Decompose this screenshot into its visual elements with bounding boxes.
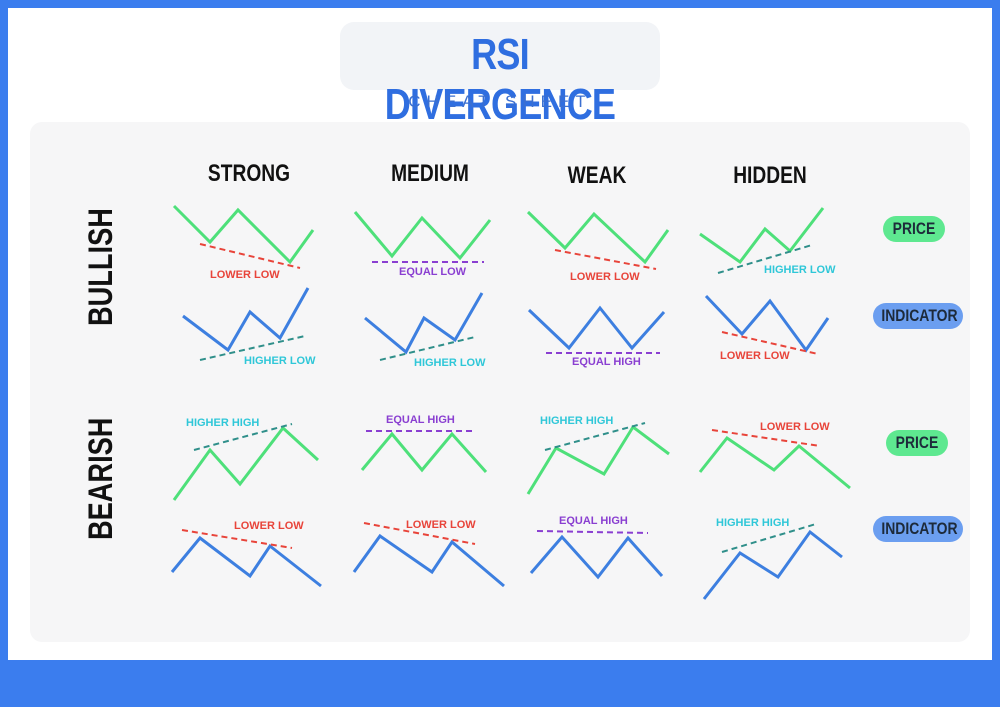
page-subtitle: CHEAT SHEET (408, 92, 592, 111)
label-bull-hidden-indicator: LOWER LOW (720, 350, 790, 362)
legend-indicator-bearish: INDICATOR (873, 516, 963, 542)
bear-hidden-price-dash (711, 429, 821, 447)
bull-strong-price-line (172, 204, 315, 265)
bear-strong-price-dash (193, 423, 293, 451)
label-bear-medium-price: EQUAL HIGH (386, 414, 455, 426)
bear-medium-price-line (360, 431, 488, 474)
bull-hidden-indicator-dash (721, 331, 819, 355)
bull-medium-indicator-dash (379, 336, 476, 361)
label-bull-medium-price: EQUAL LOW (399, 266, 467, 278)
bull-hidden-indicator-line (704, 294, 830, 353)
bull-weak-price-line (526, 210, 670, 265)
bear-weak-indicator-line (529, 534, 664, 580)
label-bear-weak-price: HIGHER HIGH (540, 415, 613, 427)
bull-medium-price-line (353, 211, 492, 261)
label-bear-strong-price: HIGHER HIGH (186, 417, 259, 429)
bear-weak-indicator-dash (536, 530, 649, 534)
bull-strong-indicator-dash (199, 335, 306, 361)
label-bear-weak-indicator: EQUAL HIGH (559, 515, 628, 527)
bear-weak-price-line (526, 424, 670, 495)
bear-hidden-indicator-line (702, 529, 843, 600)
label-bull-strong-price: LOWER LOW (210, 269, 280, 281)
bull-strong-indicator-line (182, 287, 310, 353)
page-title: RSI DIVERGENCE (384, 30, 616, 129)
bear-medium-indicator-line (352, 533, 505, 588)
legend-price-bearish: PRICE (886, 430, 948, 456)
label-bull-strong-indicator: HIGHER LOW (244, 355, 316, 367)
label-bear-hidden-indicator: HIGHER HIGH (716, 517, 789, 529)
column-header-weak: WEAK (567, 162, 627, 189)
column-header-hidden: HIDDEN (733, 162, 807, 189)
bear-strong-indicator-line (170, 535, 322, 588)
bear-hidden-price-line (698, 435, 851, 490)
legend-indicator-bullish: INDICATOR (873, 303, 963, 329)
label-bull-medium-indicator: HIGHER LOW (414, 357, 486, 369)
legend-price-bullish: PRICE (883, 216, 945, 242)
bear-hidden-indicator-dash (721, 523, 817, 553)
column-header-medium: MEDIUM (391, 160, 469, 187)
bull-strong-price-dash (199, 243, 301, 269)
bear-strong-indicator-dash (181, 529, 293, 549)
title-background (340, 22, 660, 90)
label-bull-weak-price: LOWER LOW (570, 271, 640, 283)
bull-medium-indicator-line (364, 292, 484, 355)
bull-hidden-price-line (699, 207, 825, 265)
label-bear-hidden-price: LOWER LOW (760, 421, 830, 433)
column-header-strong: STRONG (207, 160, 291, 187)
label-bear-strong-indicator: LOWER LOW (234, 520, 304, 532)
bull-weak-indicator-line (527, 305, 666, 351)
bear-strong-price-line (172, 425, 320, 501)
label-bear-medium-indicator: LOWER LOW (406, 519, 476, 531)
bull-weak-price-dash (554, 249, 657, 270)
bottom-band (0, 660, 1000, 707)
bull-hidden-price-dash (717, 244, 813, 274)
label-bull-hidden-price: HIGHER LOW (764, 264, 836, 276)
bear-weak-price-dash (544, 422, 646, 451)
label-bull-weak-indicator: EQUAL HIGH (572, 356, 641, 368)
bear-medium-indicator-dash (363, 522, 476, 545)
